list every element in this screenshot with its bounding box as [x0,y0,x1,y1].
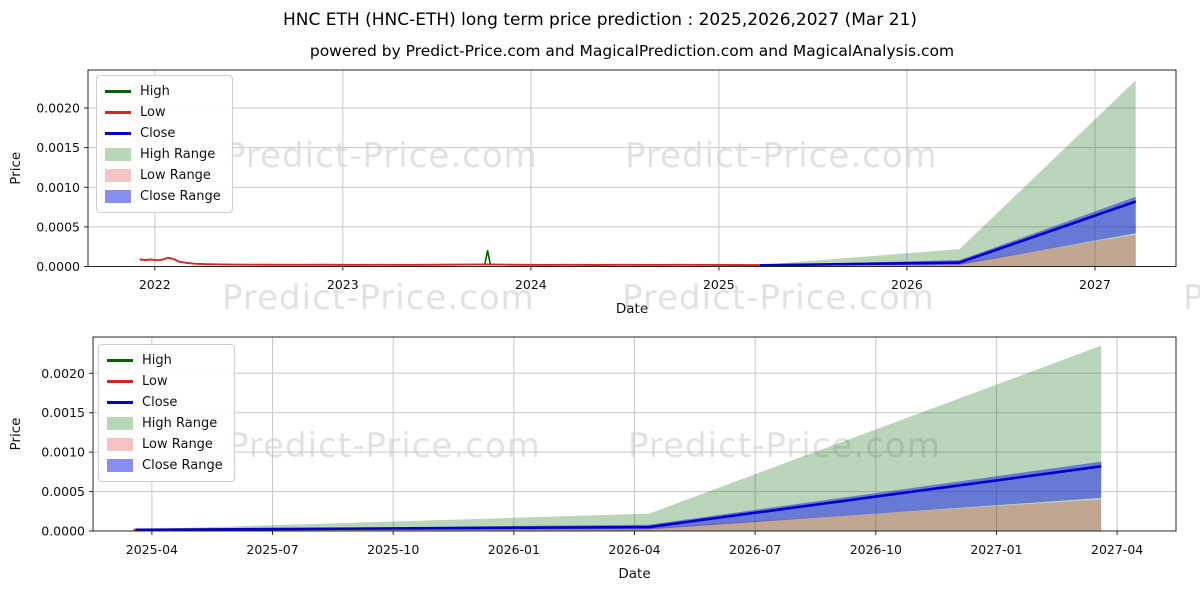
x-tick-label: 2027-04 [1091,542,1143,557]
legend-swatch-high-range [107,417,133,430]
x-tick-label: 2026-10 [850,542,902,557]
legend-label-low-range: Low Range [140,168,211,183]
legend-swatch-low-range [105,169,131,182]
y-tick-label: 0.0015 [41,405,85,420]
top-chart-legend: High Low Close High Range Low Range Close Ran… [96,75,233,213]
legend-swatch-low-range [107,438,133,451]
legend-label-close-range: Close Range [142,458,223,473]
watermark-text: Predict-Price.com [222,278,535,318]
legend-label-low-range: Low Range [142,437,213,452]
series-band-low-range [135,499,1102,531]
legend-swatch-high [107,359,133,362]
series-line-close [759,200,1137,267]
y-axis-label: Price [8,152,24,185]
legend-swatch-low [107,380,133,383]
legend-entry-close-range: Close Range [105,186,221,207]
legend-entry-close: Close [107,392,223,413]
x-tick-label: 2025-04 [126,542,178,557]
legend-swatch-high-range [105,148,131,161]
y-tick-label: 0.0010 [41,445,85,460]
legend-label-high-range: High Range [142,416,218,431]
bottom-chart-legend: High Low Close High Range Low Range Close Ran… [98,344,235,482]
x-axis-label: Date [618,566,650,582]
legend-label-close-range: Close Range [140,189,221,204]
x-tick-label: 2027 [1079,277,1111,292]
legend-entry-high: High [107,350,223,371]
plot-border [87,69,1177,267]
y-tick-label: 0.0015 [36,140,80,155]
legend-entry-close: Close [105,123,221,144]
page-title: HNC ETH (HNC-ETH) long term price predic… [283,10,917,30]
legend-label-high: High [142,353,172,368]
legend-entry-low-range: Low Range [105,165,221,186]
legend-entry-low: Low [105,102,221,123]
legend-entry-high-range: High Range [105,144,221,165]
legend-swatch-close-range [105,190,131,203]
watermark-text: Predict-Price.com [628,426,941,466]
x-tick-label: 2022 [139,277,171,292]
x-tick-label: 2026-07 [729,542,781,557]
watermark-text: Predict-Price.com [1183,278,1200,318]
legend-entry-high-range: High Range [107,413,223,434]
page-subtitle: powered by Predict-Price.com and Magical… [309,42,955,60]
legend-entry-low: Low [107,371,223,392]
series-line-high [483,249,492,265]
legend-label-low: Low [140,105,166,120]
y-tick-label: 0.0000 [36,259,80,274]
x-tick-label: 2024 [515,277,547,292]
series-band-close-range [759,196,1136,266]
watermark-text: Predict-Price.com [622,278,935,318]
legend-swatch-close-range [107,459,133,472]
series-line-close [135,465,1102,532]
watermark-text: Predict-Price.com [228,426,541,466]
x-tick-label: 2025 [703,277,735,292]
series-band-high-range [759,80,1136,267]
legend-label-close: Close [142,395,178,410]
top-price-chart: 2022 2023 2024 2025 2026 2027 0.0000 0.0005 0.00… [8,69,1177,317]
y-tick-label: 0.0005 [41,484,85,499]
legend-label-high-range: High Range [140,147,216,162]
y-tick-label: 0.0010 [36,180,80,195]
legend-entry-high: High [105,81,221,102]
legend-label-close: Close [140,126,176,141]
legend-label-low: Low [142,374,168,389]
legend-swatch-high [105,90,131,93]
x-axis-label: Date [616,301,648,317]
x-tick-label: 2026-01 [488,542,540,557]
x-tick-label: 2025-10 [367,542,419,557]
legend-swatch-close [107,401,133,404]
x-tick-label: 2026-04 [608,542,660,557]
bottom-price-chart: 2025-04 2025-07 2025-10 2026-01 2026-04 2026-… [8,336,1177,582]
legend-swatch-close [105,132,131,135]
y-tick-label: 0.0020 [36,101,80,116]
y-tick-label: 0.0020 [41,366,85,381]
x-tick-label: 2023 [327,277,359,292]
x-tick-label: 2027-01 [970,542,1022,557]
series-line-low [139,256,760,267]
series-band-low-range [759,234,1136,267]
y-axis-label: Price [8,418,24,451]
legend-entry-close-range: Close Range [107,455,223,476]
y-tick-label: 0.0005 [36,219,80,234]
series-band-high-range [135,345,1102,531]
legend-swatch-low [105,111,131,114]
watermark-text: Predict-Price.com [625,136,938,176]
watermark-text: Predict-Price.com [225,136,538,176]
legend-label-high: High [140,84,170,99]
legend-entry-low-range: Low Range [107,434,223,455]
x-tick-label: 2025-07 [246,542,298,557]
series-band-close-range [135,461,1102,531]
x-tick-label: 2026 [891,277,923,292]
y-tick-label: 0.0000 [41,524,85,539]
